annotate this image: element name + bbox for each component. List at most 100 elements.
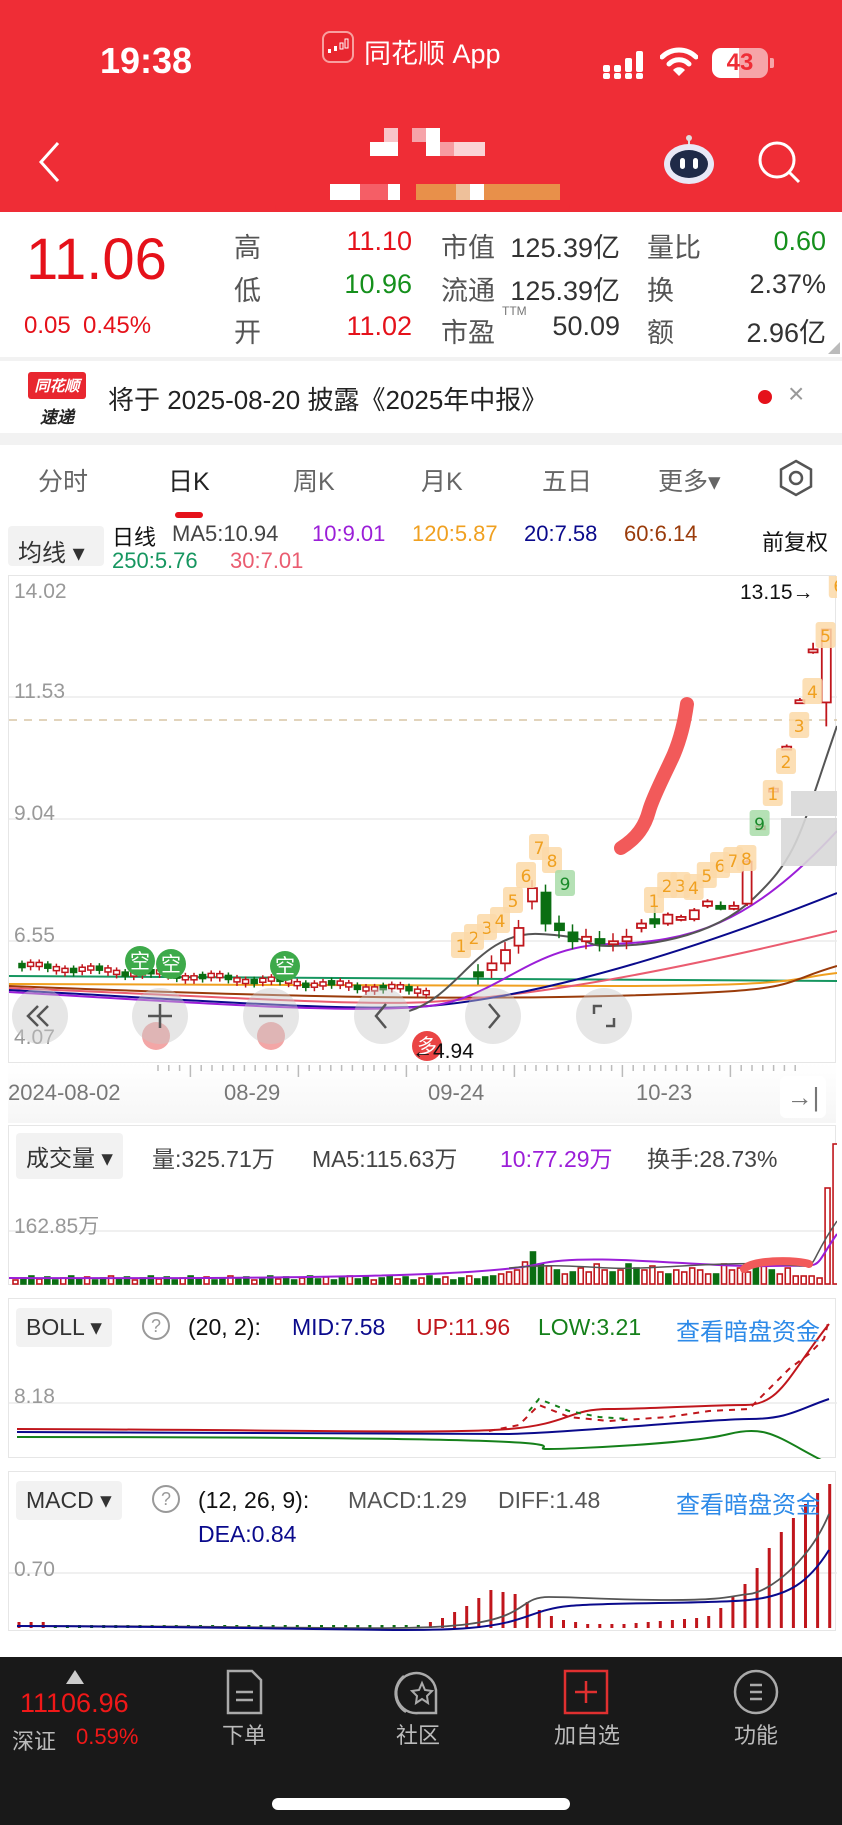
svg-text:7: 7 xyxy=(728,852,739,872)
svg-text:5: 5 xyxy=(701,867,712,887)
tab-five-day[interactable]: 五日 xyxy=(542,468,593,496)
news-close-button[interactable]: × xyxy=(788,378,805,409)
macd-indicator-dropdown[interactable]: MACD ▾ xyxy=(16,1481,122,1520)
fullscreen-button[interactable] xyxy=(576,988,632,1044)
svg-text:3: 3 xyxy=(482,919,493,939)
add-watchlist-icon xyxy=(563,1669,609,1715)
volume-panel[interactable] xyxy=(8,1125,837,1285)
chevron-left-icon xyxy=(374,1003,387,1029)
robot-assistant-icon[interactable] xyxy=(660,135,718,187)
macd-y-tick: 0.70 xyxy=(14,1558,55,1581)
date-axis-ticks xyxy=(157,1065,796,1077)
tab-monthly-k[interactable]: 月K xyxy=(421,468,463,496)
tab-daily-k[interactable]: 日K xyxy=(168,468,210,496)
value-low: 10.96 xyxy=(344,269,412,299)
volume-ma5: MA5:115.63万 xyxy=(312,1146,458,1172)
boll-mid: MID:7.58 xyxy=(292,1314,386,1340)
divider xyxy=(0,357,842,361)
tab-weekly-k[interactable]: 周K xyxy=(293,468,335,496)
turnover-rate: 换手:28.73% xyxy=(647,1146,778,1172)
ma-indicator-dropdown[interactable]: 均线 ▾ xyxy=(8,526,104,567)
svg-text:2: 2 xyxy=(469,929,480,949)
community-star-icon xyxy=(394,1671,438,1715)
boll-indicator-dropdown[interactable]: BOLL ▾ xyxy=(16,1308,112,1347)
svg-text:1: 1 xyxy=(767,785,778,805)
news-text[interactable]: 将于 2025-08-20 披露《2025年中报》 xyxy=(108,385,548,415)
rewind-button[interactable] xyxy=(12,988,68,1044)
price-adjust-mode[interactable]: 前复权 xyxy=(762,530,829,555)
label-turnover: 换 xyxy=(647,276,674,306)
functions-label: 功能 xyxy=(734,1723,779,1748)
expand-corner-icon[interactable] xyxy=(828,342,840,354)
svg-text:1: 1 xyxy=(456,937,467,957)
index-value[interactable]: 11106.96 xyxy=(20,1688,129,1718)
chevron-right-icon xyxy=(488,1003,501,1029)
ma120-label: 120:5.87 xyxy=(412,521,498,546)
dark-pool-funds-link[interactable]: 查看暗盘资金 xyxy=(676,1492,820,1519)
long-signal: 多 xyxy=(412,1031,442,1061)
scroll-left-button[interactable] xyxy=(354,988,410,1044)
value-amount: 2.96亿 xyxy=(746,318,826,348)
svg-text:2: 2 xyxy=(662,877,673,897)
volume-ma10: 10:77.29万 xyxy=(500,1146,613,1172)
tab-more[interactable]: 更多▾ xyxy=(658,468,721,496)
user-highlight-stroke xyxy=(614,697,694,855)
menu-circle-icon xyxy=(733,1669,779,1715)
ma60-label: 60:6.14 xyxy=(624,521,698,546)
macd-diff: DIFF:1.48 xyxy=(498,1487,601,1513)
document-icon xyxy=(226,1669,263,1715)
kline-chart[interactable]: 123456789123456789123456 空 空 空 多 xyxy=(8,572,842,1063)
minus-icon xyxy=(259,1014,283,1018)
label-pe: 市盈 xyxy=(441,318,495,348)
back-chevron-icon[interactable] xyxy=(36,140,64,184)
macd-chart xyxy=(9,1484,837,1631)
search-icon[interactable] xyxy=(755,138,805,188)
volume-indicator-dropdown[interactable]: 成交量 ▾ xyxy=(16,1133,123,1179)
macd-panel[interactable] xyxy=(8,1471,837,1631)
stock-code-redacted xyxy=(330,184,560,200)
place-order-button[interactable] xyxy=(206,1668,282,1760)
volume-y-tick: 162.85万 xyxy=(14,1215,100,1238)
short-signal: 空 xyxy=(125,946,155,976)
value-pe: 50.09 xyxy=(552,311,620,341)
volume-value: 量:325.71万 xyxy=(152,1146,275,1172)
svg-text:5: 5 xyxy=(508,892,519,912)
macd-help-icon[interactable]: ? xyxy=(152,1485,180,1513)
svg-text:8: 8 xyxy=(741,850,752,870)
label-float-cap: 流通 xyxy=(441,276,495,306)
jump-to-latest-button[interactable]: →| xyxy=(780,1076,826,1118)
home-indicator[interactable] xyxy=(272,1798,570,1810)
label-pe-ttm: TTM xyxy=(502,304,527,318)
macd-params: (12, 26, 9): xyxy=(198,1487,310,1513)
add-watchlist-label: 加自选 xyxy=(554,1723,621,1748)
value-float-cap: 125.39亿 xyxy=(510,276,620,306)
zoom-out-button[interactable] xyxy=(243,988,299,1044)
unread-dot xyxy=(758,390,772,404)
svg-text:8: 8 xyxy=(547,852,558,872)
dark-pool-funds-link[interactable]: 查看暗盘资金 xyxy=(676,1319,820,1346)
plus-icon xyxy=(148,1004,172,1028)
boll-low: LOW:3.21 xyxy=(538,1314,642,1340)
cellular-signal-icon xyxy=(603,51,643,79)
scroll-right-button[interactable] xyxy=(465,988,521,1044)
period-label: 日线 xyxy=(112,525,157,550)
value-market-cap: 125.39亿 xyxy=(510,233,620,263)
zoom-in-button[interactable] xyxy=(132,988,188,1044)
community-button[interactable] xyxy=(378,1668,454,1760)
active-tab-indicator xyxy=(175,512,203,518)
svg-text:5: 5 xyxy=(820,627,831,647)
boll-help-icon[interactable]: ? xyxy=(142,1312,170,1340)
price-change-pct: 0.45% xyxy=(83,312,152,339)
macd-value: MACD:1.29 xyxy=(348,1487,467,1513)
svg-text:6: 6 xyxy=(521,867,532,887)
settings-hexagon-icon[interactable] xyxy=(776,458,816,498)
functions-button[interactable] xyxy=(718,1668,794,1760)
add-watchlist-button[interactable] xyxy=(548,1668,624,1760)
date-axis xyxy=(8,1063,836,1123)
label-open: 开 xyxy=(234,318,261,348)
svg-text:3: 3 xyxy=(794,717,805,737)
index-name: 深证 xyxy=(12,1729,57,1754)
short-signal: 空 xyxy=(156,949,186,979)
tab-intraday[interactable]: 分时 xyxy=(38,468,89,496)
long-signal xyxy=(257,1022,285,1050)
